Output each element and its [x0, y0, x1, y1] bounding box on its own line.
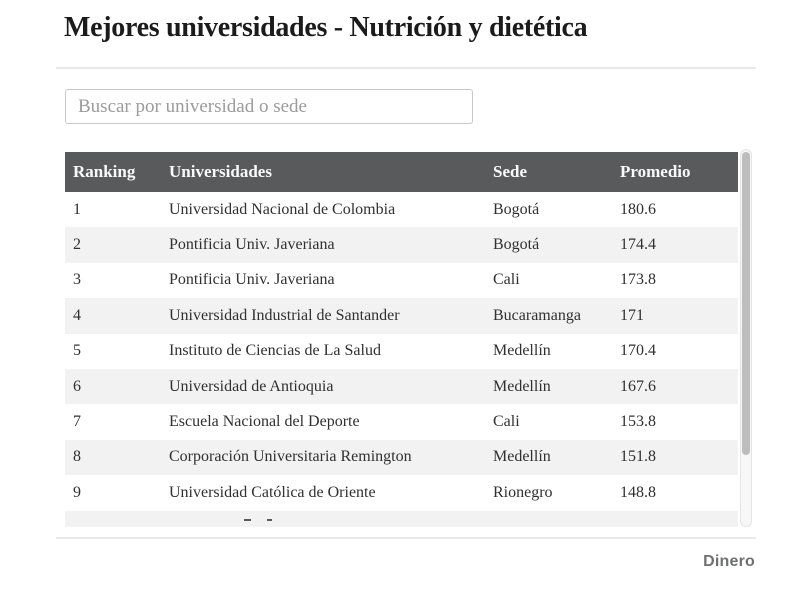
table-row: 9 Universidad Católica de Oriente Rioneg…: [65, 475, 738, 511]
clipped-text-fragment: [267, 518, 272, 521]
page-title: Mejores universidades - Nutrición y diet…: [64, 12, 588, 43]
table-row: 1 Universidad Nacional de Colombia Bogot…: [65, 192, 738, 228]
cell-promedio: 174.4: [620, 236, 656, 254]
cell-universidad: Universidad Nacional de Colombia: [169, 200, 396, 218]
cell-sede: Bogotá: [493, 200, 540, 218]
cell-sede: Cali: [493, 271, 520, 289]
cell-universidad: Escuela Nacional del Deporte: [169, 413, 360, 431]
cell-universidad: Instituto de Ciencias de La Salud: [169, 342, 381, 360]
cell-ranking: 6: [73, 377, 81, 395]
clipped-text-fragment: [244, 518, 251, 521]
footer-divider: [56, 537, 756, 539]
table-row: 5 Instituto de Ciencias de La Salud Mede…: [65, 333, 738, 369]
column-header-sede: Sede: [493, 162, 527, 181]
cell-promedio: 148.8: [620, 483, 656, 501]
cell-ranking: 5: [73, 342, 81, 360]
cell-universidad: Universidad Industrial de Santander: [169, 306, 400, 324]
cell-universidad: Pontificia Univ. Javeriana: [169, 271, 335, 289]
table-row: 3 Pontificia Univ. Javeriana Cali 173.8: [65, 262, 738, 299]
table-row: 2 Pontificia Univ. Javeriana Bogotá 174.…: [65, 227, 738, 263]
cell-promedio: 180.6: [620, 200, 656, 218]
table-body: 1 Universidad Nacional de Colombia Bogot…: [65, 192, 738, 511]
table-header-row: Ranking Universidades Sede Promedio: [65, 152, 738, 192]
table-row: 4 Universidad Industrial de Santander Bu…: [65, 298, 738, 334]
cell-universidad: Corporación Universitaria Remington: [169, 448, 412, 466]
cell-ranking: 8: [73, 448, 81, 466]
cell-ranking: 1: [73, 200, 81, 218]
cell-universidad: Universidad Católica de Oriente: [169, 483, 376, 501]
cell-sede: Medellín: [493, 342, 551, 360]
cell-ranking: 3: [73, 271, 81, 289]
table-row: 6 Universidad de Antioquia Medellín 167.…: [65, 368, 738, 405]
cell-universidad: Pontificia Univ. Javeriana: [169, 236, 335, 254]
cell-promedio: 171: [620, 306, 644, 324]
table-row-clipped: [65, 510, 738, 527]
cell-ranking: 2: [73, 236, 81, 254]
cell-promedio: 170.4: [620, 342, 656, 360]
table-row: 8 Corporación Universitaria Remington Me…: [65, 439, 738, 476]
cell-sede: Bogotá: [493, 236, 540, 254]
table-scrollbar[interactable]: [740, 149, 752, 527]
cell-sede: Bucaramanga: [493, 306, 581, 324]
cell-promedio: 153.8: [620, 413, 656, 431]
cell-promedio: 173.8: [620, 271, 656, 289]
cell-sede: Rionegro: [493, 483, 553, 501]
table-row: 7 Escuela Nacional del Deporte Cali 153.…: [65, 404, 738, 440]
cell-sede: Cali: [493, 413, 520, 431]
cell-ranking: 9: [73, 483, 81, 501]
brand-logo: Dinero: [703, 553, 755, 570]
column-header-ranking: Ranking: [73, 162, 136, 181]
cell-sede: Medellín: [493, 448, 551, 466]
title-divider: [56, 67, 756, 69]
cell-sede: Medellín: [493, 377, 551, 395]
cell-promedio: 151.8: [620, 448, 656, 466]
ranking-table: Ranking Universidades Sede Promedio 1 Un…: [65, 152, 738, 527]
search-input[interactable]: [65, 89, 473, 124]
column-header-promedio: Promedio: [620, 162, 691, 181]
cell-promedio: 167.6: [620, 377, 656, 395]
cell-ranking: 4: [73, 306, 81, 324]
cell-universidad: Universidad de Antioquia: [169, 377, 334, 395]
cell-ranking: 7: [73, 413, 81, 431]
column-header-universidades: Universidades: [169, 162, 272, 181]
scrollbar-thumb[interactable]: [742, 152, 750, 455]
